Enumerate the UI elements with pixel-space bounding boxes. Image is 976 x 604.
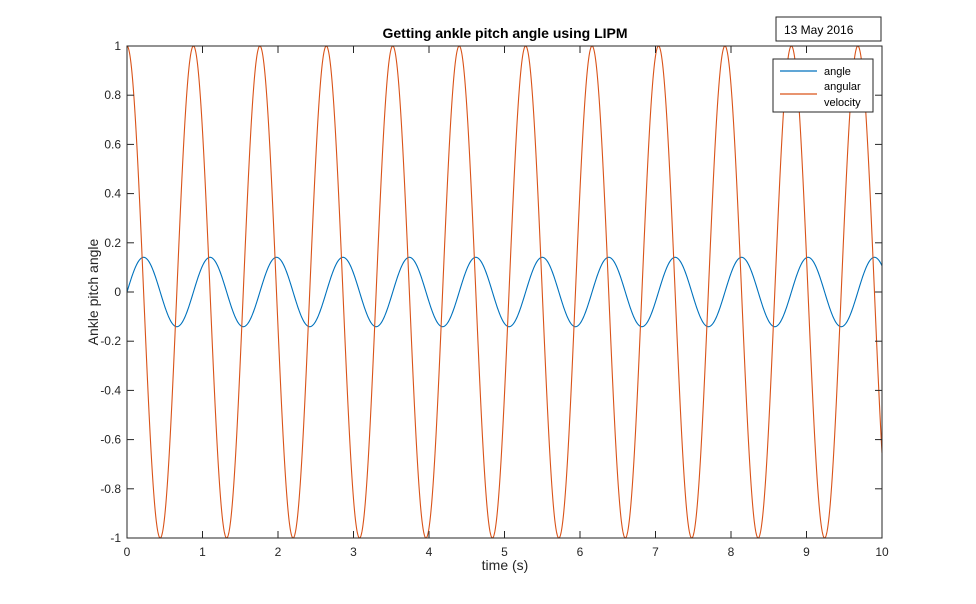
y-tick-label: 1 — [114, 39, 121, 53]
x-tick-label: 4 — [426, 545, 433, 559]
y-tick-label: 0.4 — [104, 187, 121, 201]
x-tick-label: 8 — [728, 545, 735, 559]
x-tick-label: 2 — [275, 545, 282, 559]
x-tick-label: 10 — [875, 545, 889, 559]
y-tick-label: 0.6 — [104, 137, 121, 151]
y-tick-label: -0.4 — [100, 383, 121, 397]
date-annotation-text: 13 May 2016 — [784, 23, 854, 37]
y-tick-label: -0.8 — [100, 482, 121, 496]
series-line-angle — [126, 256, 883, 328]
x-tick-label: 5 — [501, 545, 508, 559]
legend-label-velocity: velocity — [824, 97, 861, 109]
axes-box — [126, 45, 883, 539]
series-line-angular-velocity — [126, 45, 883, 539]
plot-area — [127, 46, 882, 538]
plot-lines — [126, 45, 883, 539]
x-tick-label: 3 — [350, 545, 357, 559]
x-tick-label: 0 — [124, 545, 131, 559]
date-annotation-box — [775, 16, 882, 42]
y-tick-label: -0.6 — [100, 433, 121, 447]
x-tick-label: 9 — [803, 545, 810, 559]
x-tick-labels: 0 1 2 3 4 5 6 7 8 9 10 — [124, 545, 889, 559]
x-tick-label: 7 — [652, 545, 659, 559]
legend-label-angular: angular — [824, 81, 861, 93]
x-axis-label: time (s) — [482, 557, 529, 573]
y-tick-labels: -1 -0.8 -0.6 -0.4 -0.2 0 0.2 0.4 0.6 0.8 1 — [100, 39, 121, 545]
legend-label-angle: angle — [824, 66, 851, 78]
legend-box — [772, 58, 874, 113]
y-tick-label: 0.2 — [104, 236, 121, 250]
legend[interactable]: angle angular velocity — [772, 58, 874, 113]
y-tick-label: 0.8 — [104, 88, 121, 102]
y-tick-label: 0 — [114, 285, 121, 299]
x-tick-label: 6 — [577, 545, 584, 559]
x-tick-label: 1 — [199, 545, 206, 559]
y-tick-label: -1 — [110, 531, 121, 545]
y-tick-label: -0.2 — [100, 334, 121, 348]
date-annotation: 13 May 2016 — [775, 16, 882, 42]
chart-title: Getting ankle pitch angle using LIPM — [382, 25, 627, 41]
y-axis-label: Ankle pitch angle — [85, 238, 101, 345]
